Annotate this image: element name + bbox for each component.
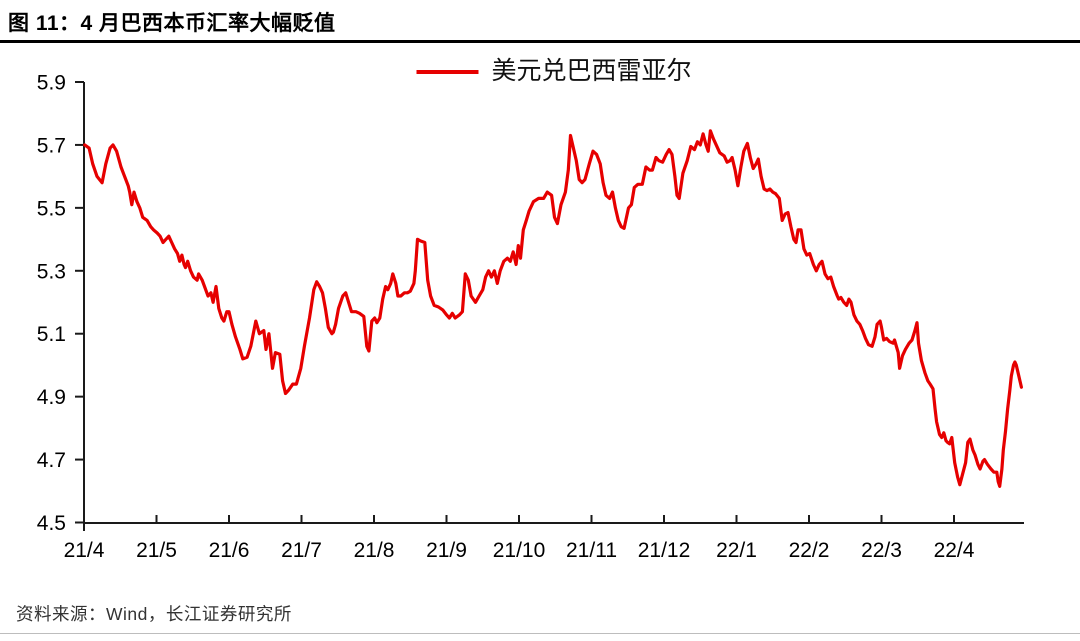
source-note: 资料来源：Wind，长江证券研究所: [16, 604, 292, 624]
price-line: [83, 129, 1023, 488]
y-tick-label: 5.3: [37, 260, 66, 283]
y-tick-label: 5.7: [37, 134, 66, 157]
x-tick-label: 21/8: [354, 539, 395, 562]
x-tick-label: 21/11: [566, 539, 617, 562]
y-tick-label: 5.1: [37, 323, 66, 346]
y-tick-label: 5.5: [37, 197, 66, 220]
figure-title: 图 11：4 月巴西本币汇率大幅贬值: [8, 12, 336, 35]
y-tick-label: 5.9: [37, 72, 66, 95]
x-tick-label: 21/9: [426, 539, 467, 562]
legend-line-swatch: [416, 69, 479, 74]
x-tick-label: 22/3: [861, 539, 902, 562]
x-tick-label: 22/1: [716, 539, 757, 562]
x-tick-label: 21/7: [281, 539, 322, 562]
legend-label: 美元兑巴西雷亚尔: [491, 57, 692, 85]
x-tick-label: 22/2: [789, 539, 830, 562]
x-tick-label: 21/4: [64, 539, 105, 562]
x-tick-label: 21/5: [136, 539, 177, 562]
x-tick-label: 22/4: [934, 539, 975, 562]
title-underline: [0, 40, 1080, 43]
y-tick-label: 4.5: [37, 512, 66, 535]
chart-legend: 美元兑巴西雷亚尔: [416, 57, 692, 86]
x-tick-label: 21/12: [638, 539, 691, 562]
y-tick-label: 4.9: [37, 386, 66, 409]
bottom-divider: [0, 633, 1080, 634]
x-tick-label: 21/6: [209, 539, 250, 562]
x-tick-label: 21/10: [493, 539, 546, 562]
y-tick-label: 4.7: [37, 449, 66, 472]
